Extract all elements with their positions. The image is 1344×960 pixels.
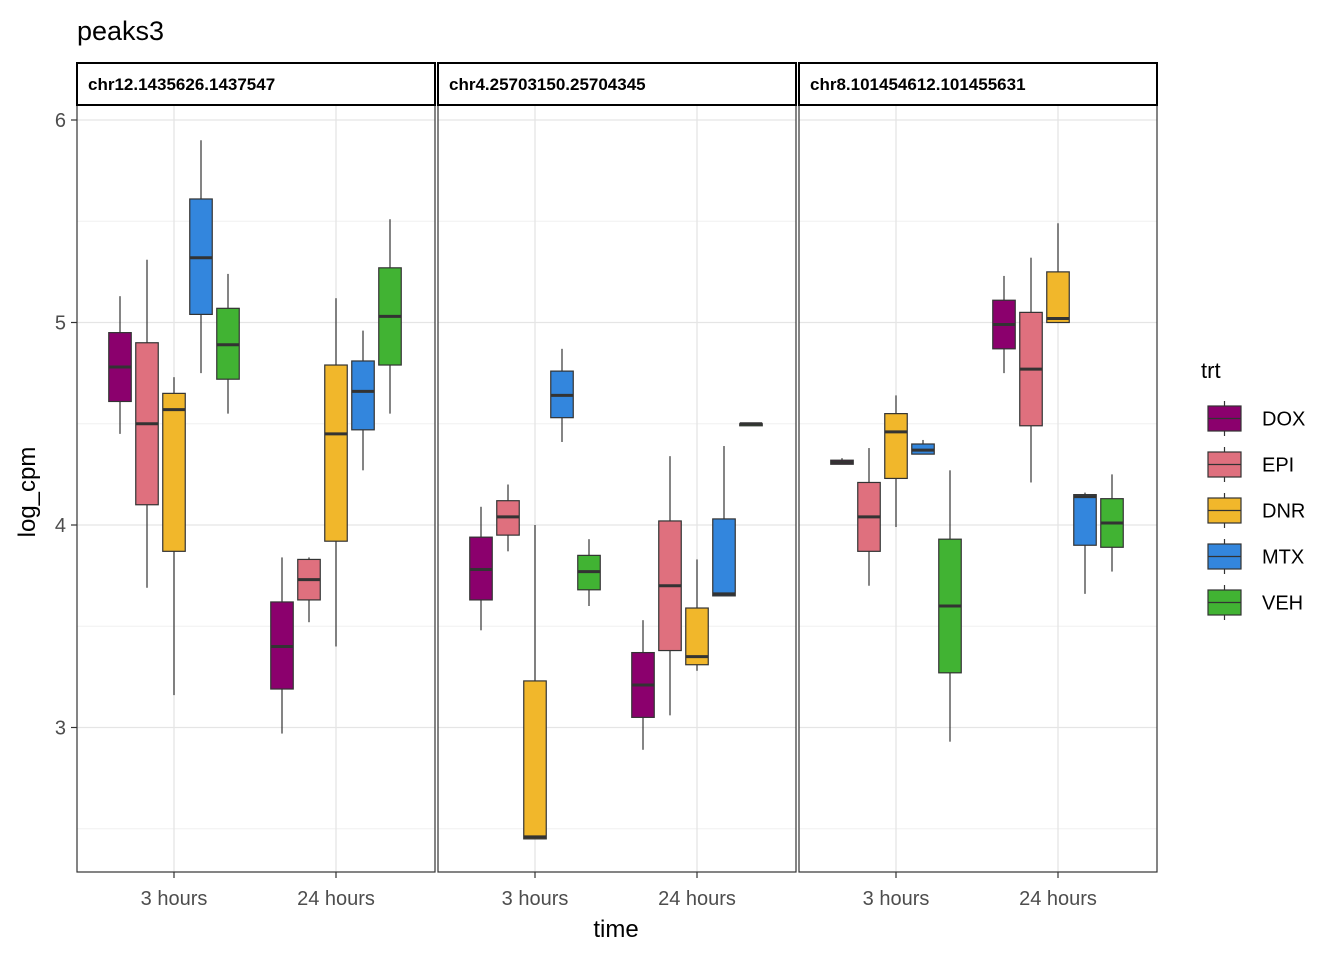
y-tick-label: 4 [55,515,66,537]
legend-label: VEH [1262,593,1303,615]
box-mtx [911,439,935,455]
box-veh [378,219,402,414]
box-epi [496,484,520,552]
box-epi [857,448,881,586]
box-epi [135,259,159,588]
x-tick-label: 24 hours [1019,888,1097,910]
box-body [324,364,348,542]
legend-item-veh: VEH [1207,585,1303,620]
box-mtx [189,140,213,374]
legend: trt DOX EPI DNR MTX VEH [1201,358,1305,620]
x-tick-label: 3 hours [502,888,569,910]
facet-strip-label: chr12.1435626.1437547 [88,75,275,94]
box-dnr [523,525,547,840]
box-body [712,518,736,597]
x-tick-label: 24 hours [658,888,736,910]
box-body [1046,271,1070,324]
box-veh [938,470,962,742]
legend-item-dox: DOX [1207,401,1305,436]
box-mtx [1073,492,1097,594]
x-tick-label: 24 hours [297,888,375,910]
box-dox [992,275,1016,374]
y-axis-title: log_cpm [14,447,41,538]
box-body [523,680,547,840]
legend-label: EPI [1262,455,1294,477]
legend-item-mtx: MTX [1207,539,1304,574]
legend-label: MTX [1262,547,1304,569]
y-tick-label: 3 [55,718,66,740]
box-mtx [550,348,574,442]
box-dnr [324,298,348,647]
box-dnr [884,395,908,528]
box-body [1073,494,1097,546]
facet-strip [76,62,436,106]
box-dnr [685,559,709,671]
facet-strip-label: chr4.25703150.25704345 [449,75,646,94]
box-epi [297,557,321,623]
legend-item-epi: EPI [1207,447,1294,482]
facet-strip-label: chr8.101454612.101455631 [810,75,1026,94]
box-veh [577,539,601,606]
box-body [162,392,186,552]
box-dox [631,620,655,750]
box-body [351,360,375,431]
x-tick-label: 3 hours [863,888,930,910]
panel-background [77,105,435,872]
box-dox [469,506,493,631]
x-axis-title: time [593,916,638,943]
facet-strip [798,62,1158,106]
facet-strip [437,62,797,106]
panel-background [438,105,796,872]
box-dox [830,458,854,465]
legend-item-dnr: DNR [1207,493,1305,528]
box-dox [108,296,132,434]
box-veh [1100,474,1124,572]
box-mtx [351,330,375,471]
x-tick-label: 3 hours [141,888,208,910]
y-tick-label: 5 [55,313,66,335]
box-dnr [162,377,186,696]
panel-background [799,105,1157,872]
box-body [884,413,908,480]
box-body [685,607,709,666]
chart-title: peaks3 [77,16,164,46]
y-axis: 3 4 5 6 [55,110,77,740]
box-epi [658,456,682,716]
legend-label: DOX [1262,409,1305,431]
facet-panel: chr4.25703150.25704345 3 hours 24 hours [437,62,797,910]
legend-title: trt [1201,358,1221,383]
box-veh [739,422,763,427]
y-tick-label: 6 [55,110,66,132]
box-veh [216,273,240,414]
box-dox [270,557,294,734]
facet-panel: chr8.101454612.101455631 3 hours 24 hours [798,62,1158,910]
box-dnr [1046,223,1070,324]
legend-label: DNR [1262,501,1305,523]
facet-panel: chr12.1435626.1437547 3 hours 24 hours [76,62,436,910]
box-mtx [712,446,736,597]
box-epi [1019,257,1043,483]
